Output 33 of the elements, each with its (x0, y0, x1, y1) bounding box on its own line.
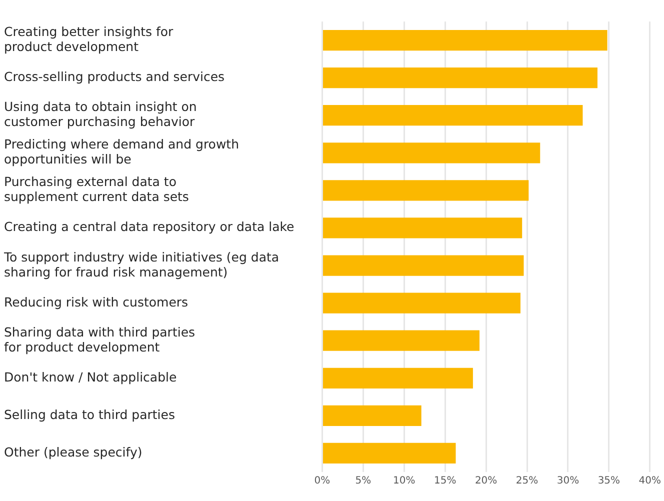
bar (322, 255, 524, 276)
y-tick-label: Cross-selling products and services (4, 69, 225, 84)
y-tick-label: Selling data to third parties (4, 406, 175, 422)
y-tick-label: Creating a central data repository or data lake (4, 219, 295, 234)
x-tick-label: 15% (434, 476, 456, 487)
bar (322, 330, 480, 351)
y-tick-label: Using data to obtain insight on customer purchasing behavior (4, 99, 197, 130)
x-tick-label: 0% (314, 476, 330, 487)
y-tick-label: Sharing data with third parties for product development (4, 324, 196, 354)
y-tick-label: To support industry wide initiatives (eg data sharing for fraud risk management) (3, 249, 280, 280)
bar (322, 442, 456, 464)
bar (322, 218, 522, 238)
y-tick-label: Creating better insights for product development (4, 24, 174, 54)
y-tick-label: Other (please specify) (4, 444, 142, 460)
bar (322, 142, 540, 164)
x-tick-label: 30% (556, 476, 580, 487)
x-tick-label: 40% (638, 476, 662, 487)
bar (322, 292, 520, 314)
x-tick-label: 5% (355, 476, 372, 487)
x-tick-label: 10% (393, 476, 416, 487)
bar (322, 105, 583, 126)
y-tick-label: Purchasing external data to supplement current data sets (4, 174, 189, 204)
bar (322, 67, 598, 88)
y-tick-label: Don't know / Not applicable (4, 369, 177, 384)
x-tick-label: 25% (516, 476, 538, 487)
bar (322, 180, 529, 201)
y-tick-label: Reducing risk with customers (4, 294, 188, 310)
y-tick-label: Predicting where demand and growth opportunities will be (4, 136, 239, 167)
x-tick-label: 35% (598, 476, 620, 487)
bar (322, 368, 473, 388)
bar (322, 30, 608, 51)
x-tick-label: 20% (474, 476, 498, 487)
bar (322, 405, 422, 426)
